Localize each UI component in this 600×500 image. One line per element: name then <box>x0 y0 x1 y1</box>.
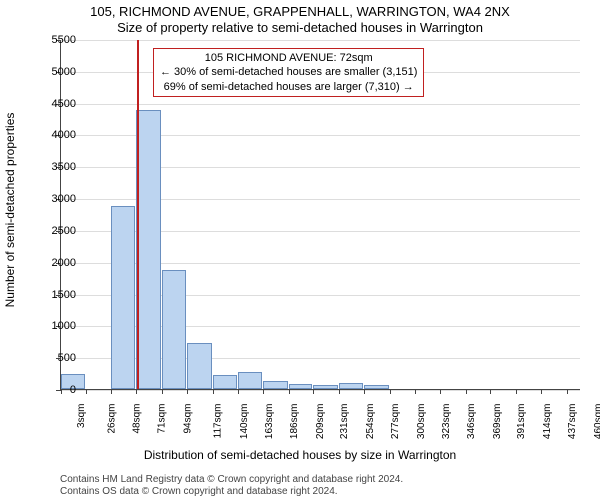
y-tick-label: 2500 <box>36 225 76 237</box>
histogram-bar <box>289 384 312 389</box>
x-tick <box>415 389 416 394</box>
histogram-bar <box>213 375 237 389</box>
y-tick-label: 1500 <box>36 289 76 301</box>
x-tick <box>516 389 517 394</box>
x-tick-label: 117sqm <box>212 404 223 439</box>
x-tick <box>490 389 491 394</box>
annotation-line-1: 105 RICHMOND AVENUE: 72sqm <box>160 51 417 65</box>
x-tick <box>111 389 112 394</box>
gridline <box>61 390 580 391</box>
x-axis-label: Distribution of semi-detached houses by … <box>0 448 600 462</box>
x-tick-label: 140sqm <box>239 404 250 440</box>
x-tick <box>567 389 568 394</box>
x-tick-label: 277sqm <box>390 404 401 440</box>
histogram-bar <box>313 385 337 389</box>
histogram-plot: 105 RICHMOND AVENUE: 72sqm← 30% of semi-… <box>60 40 580 390</box>
x-tick <box>541 389 542 394</box>
x-tick <box>213 389 214 394</box>
x-tick-label: 346sqm <box>467 404 478 440</box>
footer-copyright-1: Contains HM Land Registry data © Crown c… <box>60 474 403 485</box>
histogram-bar <box>162 270 186 389</box>
annotation-box: 105 RICHMOND AVENUE: 72sqm← 30% of semi-… <box>153 48 424 97</box>
x-tick-label: 163sqm <box>264 404 275 440</box>
y-tick-label: 5500 <box>36 34 76 46</box>
y-axis-label: Number of semi-detached properties <box>3 113 17 308</box>
x-tick-label: 48sqm <box>131 404 142 434</box>
x-tick <box>187 389 188 394</box>
x-tick <box>289 389 290 394</box>
footer-copyright-2: Contains OS data © Crown copyright and d… <box>60 486 338 497</box>
x-tick <box>162 389 163 394</box>
x-tick-label: 3sqm <box>76 404 87 428</box>
x-tick-label: 414sqm <box>542 404 553 440</box>
subtitle: Size of property relative to semi-detach… <box>0 20 600 35</box>
x-tick <box>313 389 314 394</box>
y-tick-label: 0 <box>36 384 76 396</box>
x-tick <box>238 389 239 394</box>
x-tick-label: 254sqm <box>365 404 376 440</box>
x-tick <box>136 389 137 394</box>
histogram-bar <box>238 372 262 389</box>
x-tick-label: 460sqm <box>593 404 600 440</box>
x-tick-label: 323sqm <box>441 404 452 440</box>
y-tick-label: 1000 <box>36 320 76 332</box>
x-tick-label: 231sqm <box>339 404 350 440</box>
y-tick-label: 500 <box>36 352 76 364</box>
x-tick <box>364 389 365 394</box>
y-tick-label: 3000 <box>36 193 76 205</box>
y-tick-label: 2000 <box>36 257 76 269</box>
histogram-bar <box>364 385 388 389</box>
x-tick-label: 94sqm <box>182 404 193 434</box>
x-tick-label: 437sqm <box>567 404 578 440</box>
histogram-bar <box>187 343 211 389</box>
y-tick-label: 3500 <box>36 161 76 173</box>
x-tick <box>339 389 340 394</box>
x-tick-label: 71sqm <box>157 404 168 434</box>
y-tick-label: 5000 <box>36 66 76 78</box>
histogram-bar <box>136 110 160 389</box>
x-tick-label: 391sqm <box>516 404 527 440</box>
x-tick <box>390 389 391 394</box>
x-tick-label: 26sqm <box>107 404 118 434</box>
x-tick-label: 300sqm <box>416 404 427 440</box>
histogram-bar <box>111 206 135 389</box>
address-title: 105, RICHMOND AVENUE, GRAPPENHALL, WARRI… <box>0 4 600 19</box>
x-tick <box>466 389 467 394</box>
property-marker-line <box>137 40 139 389</box>
histogram-bar <box>263 381 287 389</box>
x-tick-label: 209sqm <box>315 404 326 440</box>
y-tick-label: 4500 <box>36 98 76 110</box>
histogram-bar <box>339 383 363 389</box>
annotation-line-3: 69% of semi-detached houses are larger (… <box>160 80 417 94</box>
x-tick <box>86 389 87 394</box>
annotation-line-2: ← 30% of semi-detached houses are smalle… <box>160 65 417 79</box>
x-tick-label: 369sqm <box>492 404 503 440</box>
y-tick-label: 4000 <box>36 129 76 141</box>
x-tick-label: 186sqm <box>290 404 301 440</box>
x-tick <box>440 389 441 394</box>
x-tick <box>263 389 264 394</box>
